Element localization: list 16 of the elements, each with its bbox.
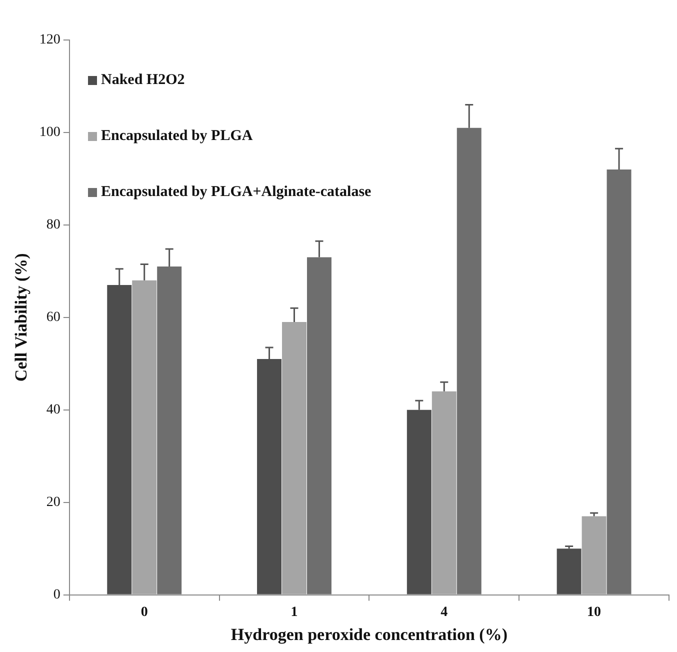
y-tick-label: 0: [53, 587, 60, 602]
x-tick-label: 0: [140, 604, 148, 620]
y-tick-label: 20: [46, 495, 60, 510]
x-tick-label: 10: [587, 604, 602, 620]
y-tick-label: 100: [39, 125, 60, 140]
legend-label: Encapsulated by PLGA+Alginate-catalase: [101, 184, 372, 200]
y-tick-label: 60: [46, 310, 60, 326]
legend-label: Naked H2O2: [101, 72, 185, 88]
x-axis-title: Hydrogen peroxide concentration (%): [230, 625, 508, 644]
y-tick-label: 120: [39, 32, 60, 48]
y-tick-label: 40: [46, 402, 60, 418]
x-tick-label: 1: [290, 604, 298, 620]
y-tick-label: 80: [46, 218, 60, 233]
legend-label: Encapsulated by PLGA: [101, 128, 253, 144]
y-axis-title: Cell Viability (%): [12, 253, 31, 382]
x-tick-label: 4: [440, 604, 448, 620]
